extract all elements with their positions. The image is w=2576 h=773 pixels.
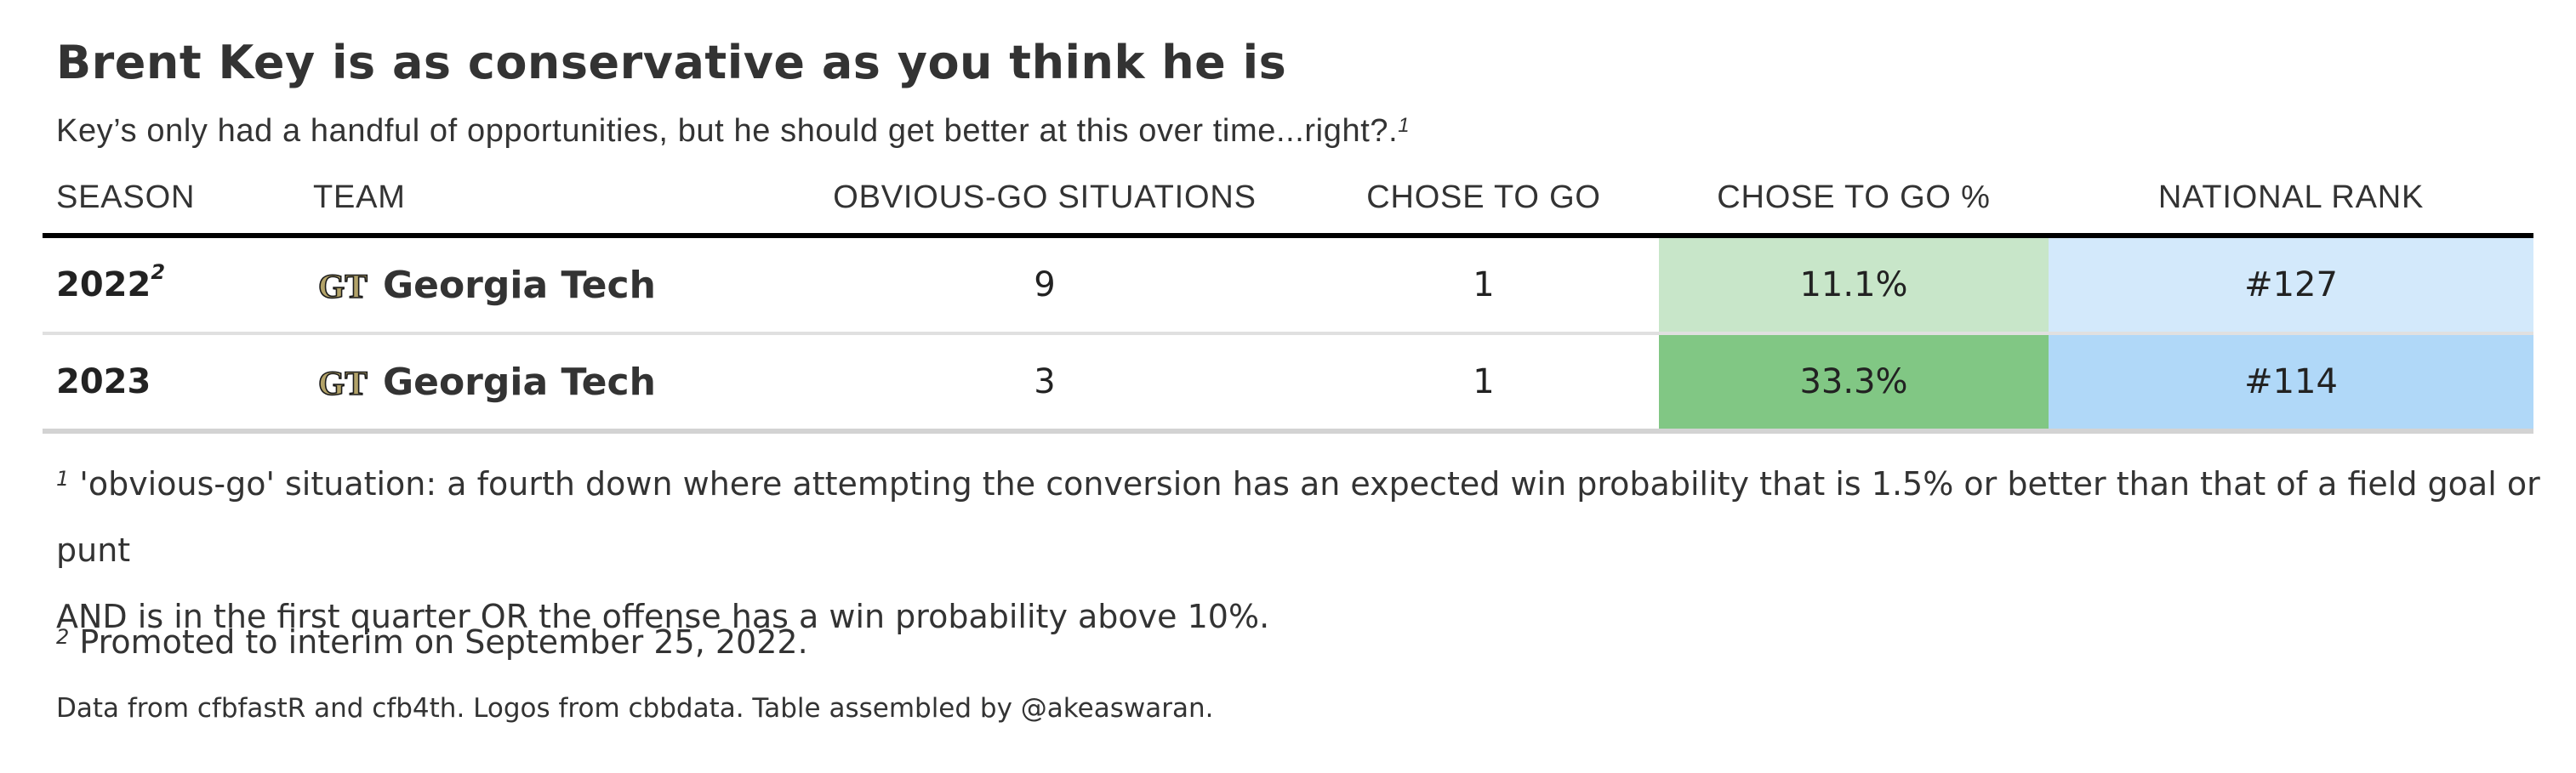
source-note: Data from cfbfastR and cfb4th. Logos fro… — [56, 693, 1214, 724]
table-title: Brent Key is as conservative as you thin… — [56, 36, 1287, 89]
subtitle-footnote-marker: 1 — [1398, 114, 1411, 137]
footnote-1-marker: 1 — [56, 467, 70, 491]
footnote-1-line-1: 1 'obvious-go' situation: a fourth down … — [56, 451, 2576, 583]
season-footnote-marker: 2 — [151, 260, 166, 284]
season-value: 2023 — [56, 362, 151, 401]
table-header-row: SEASON TEAM OBVIOUS-GO SITUATIONS CHOSE … — [43, 162, 2533, 238]
table-header-block: Brent Key is as conservative as you thin… — [56, 31, 2540, 155]
col-header-national-rank: NATIONAL RANK — [2049, 162, 2533, 238]
team-name: Georgia Tech — [383, 263, 656, 307]
chose-to-go-pct-cell: 33.3% — [1659, 333, 2049, 434]
table-subtitle: Key’s only had a handful of opportunitie… — [56, 107, 2540, 155]
subtitle-text: Key’s only had a handful of opportunitie… — [56, 113, 1399, 149]
col-header-season: SEASON — [43, 162, 299, 238]
table-row: 20222 GT Georgia Tech 9 1 11.1% #127 — [43, 236, 2533, 335]
team-cell: GT Georgia Tech — [299, 333, 781, 434]
svg-text:GT: GT — [318, 364, 368, 401]
season-cell: 20222 — [43, 236, 299, 335]
col-header-chose-to-go: CHOSE TO GO — [1308, 162, 1659, 238]
gt-logo-icon: GT — [317, 363, 368, 401]
chose-to-go-cell: 1 — [1308, 333, 1659, 434]
chose-to-go-cell: 1 — [1308, 236, 1659, 335]
season-value: 2022 — [56, 265, 151, 304]
season-cell: 2023 — [43, 333, 299, 434]
team-name: Georgia Tech — [383, 360, 656, 404]
footnote-2-marker: 2 — [56, 625, 70, 649]
national-rank-cell: #127 — [2049, 236, 2533, 335]
chose-to-go-pct-cell: 11.1% — [1659, 236, 2049, 335]
table-row: 2023 GT Georgia Tech 3 1 33.3% #114 — [43, 333, 2533, 434]
footnote-2: 2 Promoted to interim on September 25, 2… — [56, 609, 808, 675]
col-header-chose-to-go-pct: CHOSE TO GO % — [1659, 162, 2049, 238]
data-table: SEASON TEAM OBVIOUS-GO SITUATIONS CHOSE … — [43, 162, 2533, 434]
gt-logo-icon: GT — [317, 266, 368, 304]
footnote-1-line-2: AND is in the first quarter OR the offen… — [56, 598, 1270, 635]
col-header-obvious-go: OBVIOUS-GO SITUATIONS — [781, 162, 1308, 238]
national-rank-cell: #114 — [2049, 333, 2533, 434]
obvious-go-cell: 3 — [781, 333, 1308, 434]
footnote-1: 1 'obvious-go' situation: a fourth down … — [56, 451, 2576, 650]
svg-text:GT: GT — [318, 267, 368, 304]
footnote-2-text: Promoted to interim on September 25, 202… — [79, 623, 808, 661]
team-cell: GT Georgia Tech — [299, 236, 781, 335]
obvious-go-cell: 9 — [781, 236, 1308, 335]
footnote-1-text: 'obvious-go' situation: a fourth down wh… — [56, 465, 2540, 569]
col-header-team: TEAM — [299, 162, 781, 238]
